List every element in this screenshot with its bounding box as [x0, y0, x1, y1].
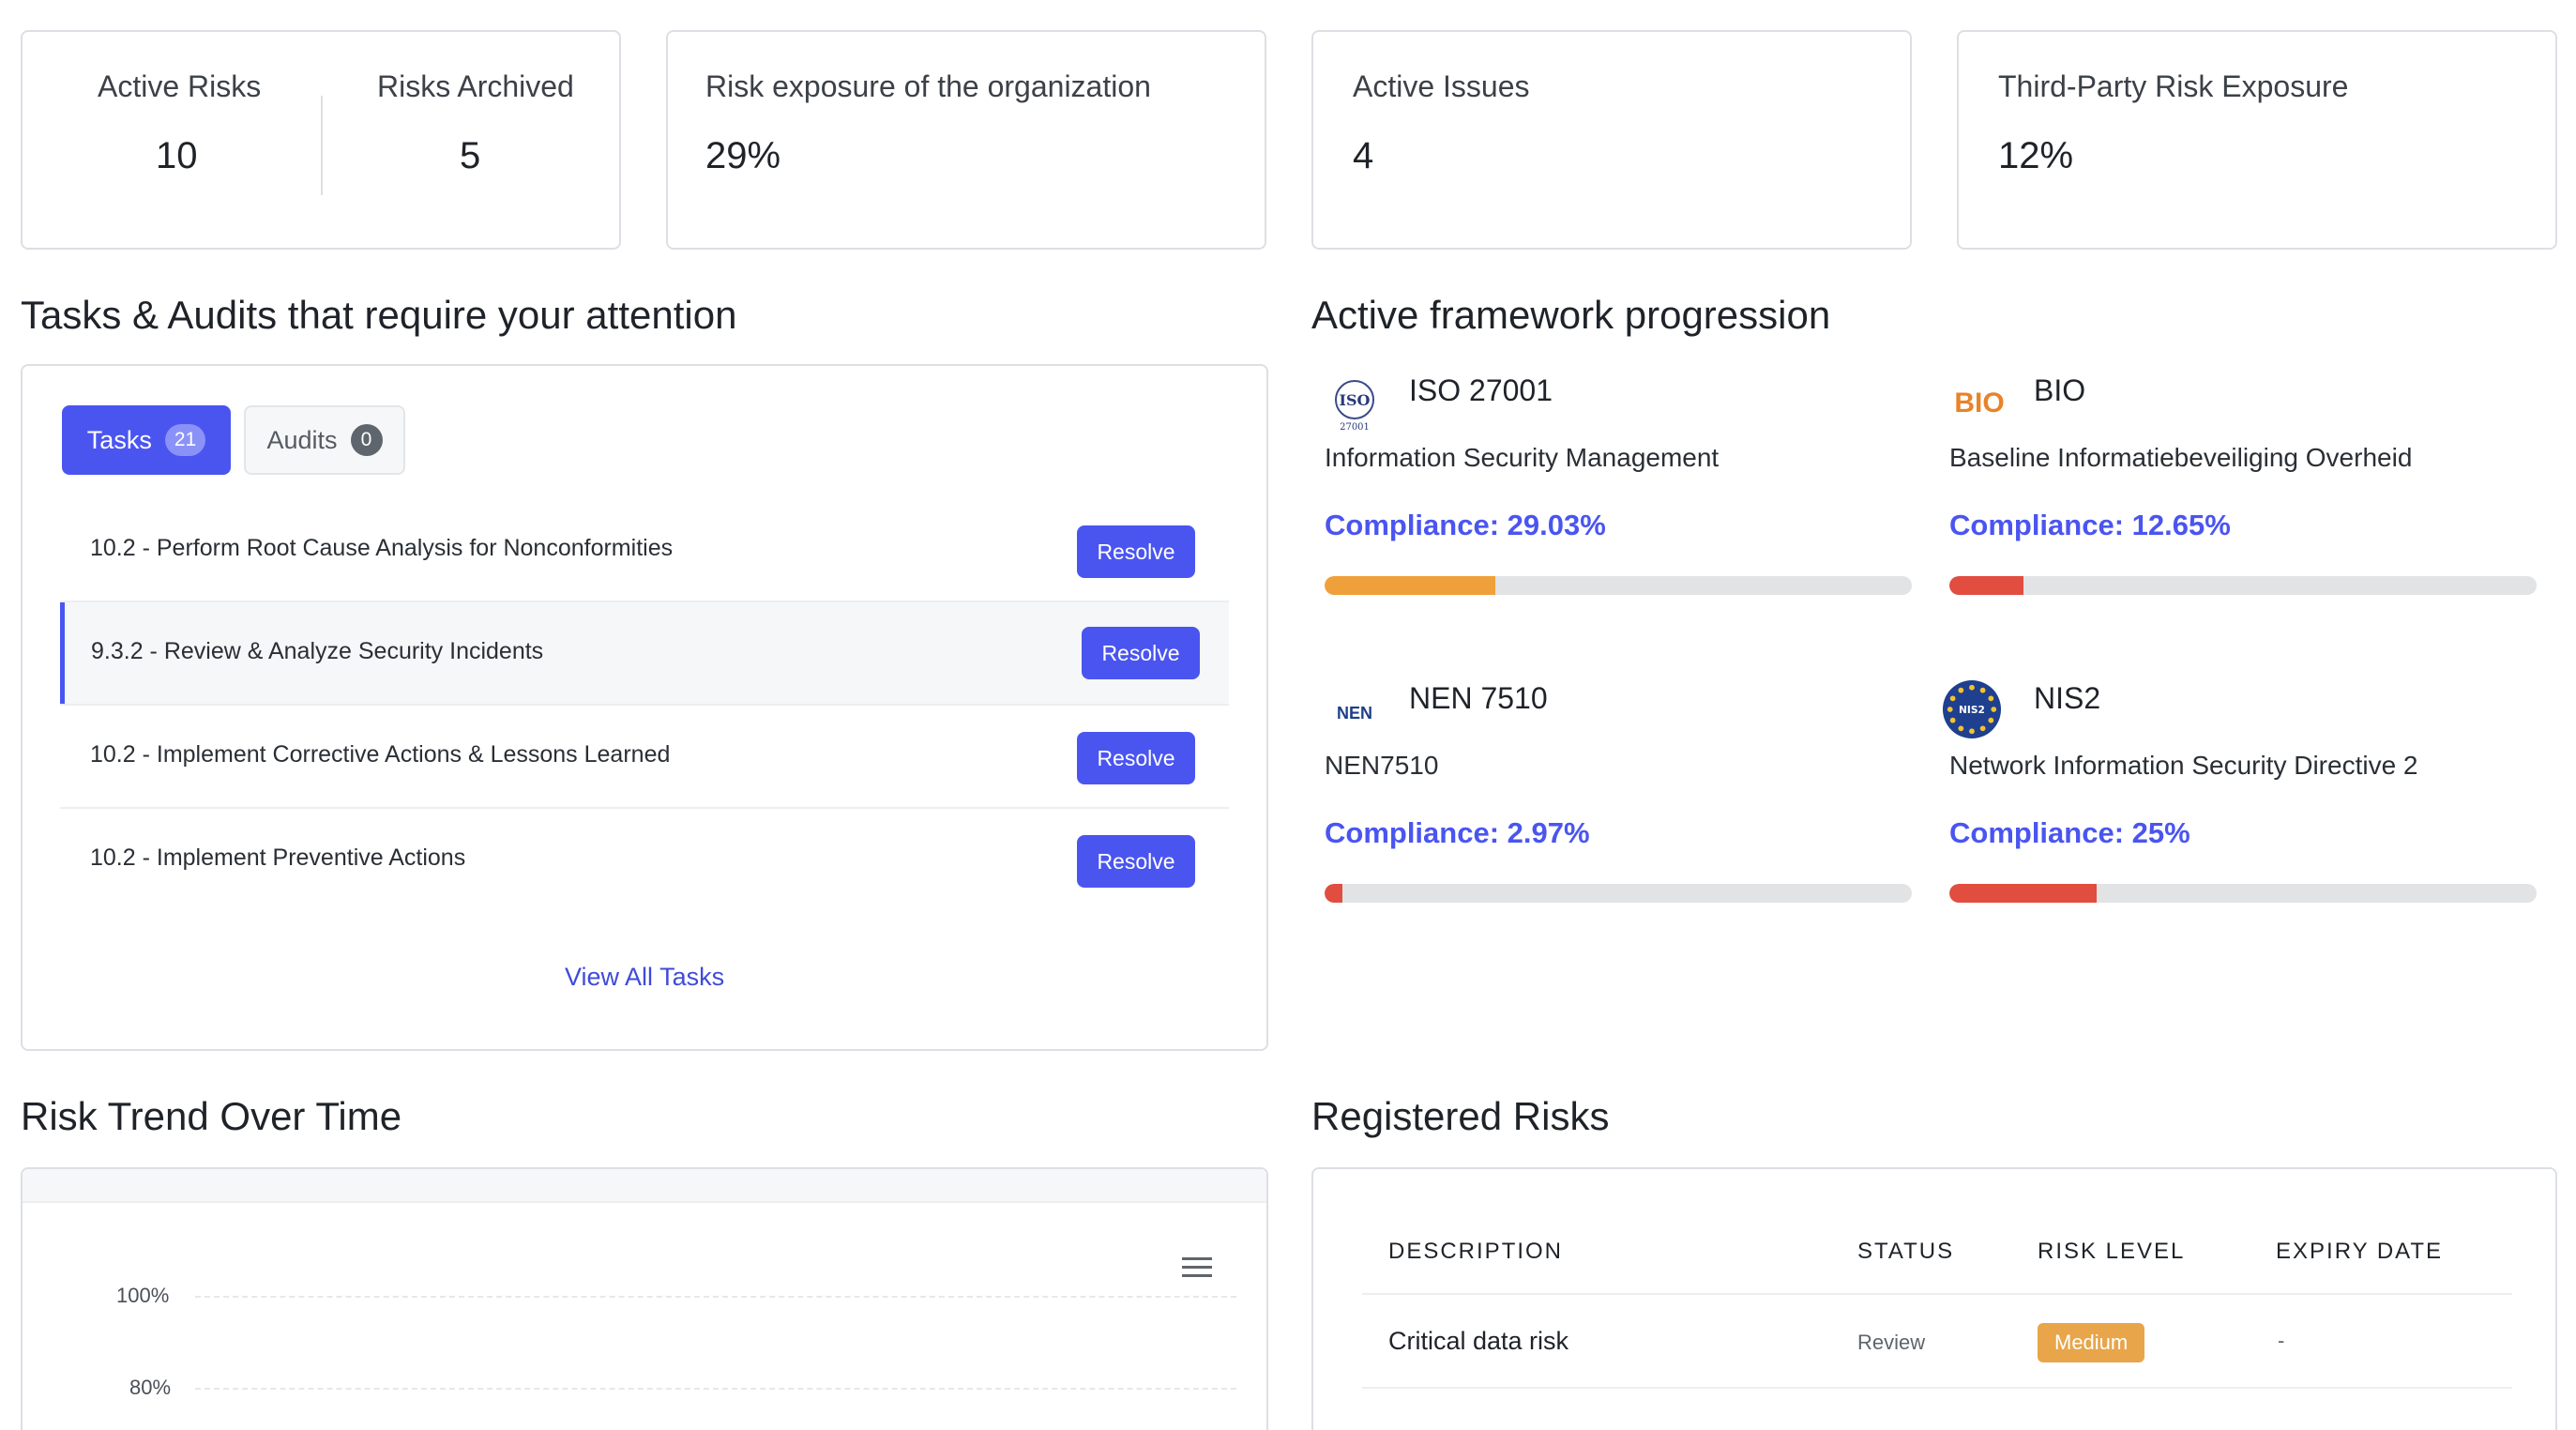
- bio-logo-text: BIO: [1954, 388, 2005, 418]
- risks-archived-label: Risks Archived: [377, 69, 574, 103]
- third-party-label: Third-Party Risk Exposure: [1998, 69, 2349, 103]
- resolve-button[interactable]: Resolve: [1077, 835, 1195, 888]
- framework-compliance: Compliance: 12.65%: [1949, 509, 2231, 541]
- task-row[interactable]: 10.2 - Perform Root Cause Analysis for N…: [60, 499, 1229, 601]
- compliance-progress-bar: [1325, 576, 1912, 595]
- resolve-button[interactable]: Resolve: [1077, 525, 1195, 578]
- nen-logo-text: NEN: [1336, 703, 1372, 723]
- nis2-logo-text: NIS2: [1959, 704, 1985, 716]
- risk-status: Review: [1857, 1331, 1926, 1354]
- registered-risks-card: DESCRIPTION STATUS RISK LEVEL EXPIRY DAT…: [1311, 1167, 2557, 1430]
- audits-count-badge: 0: [350, 424, 383, 456]
- y-axis-tick-label: 80%: [129, 1376, 172, 1399]
- resolve-button[interactable]: Resolve: [1077, 732, 1195, 784]
- tasks-card: Tasks 21 Audits 0: [21, 364, 1268, 1051]
- tab-tasks-label: Tasks: [86, 425, 152, 454]
- compliance-progress-fill: [1949, 576, 2024, 595]
- tasks-section-title: Tasks & Audits that require your attenti…: [21, 293, 737, 337]
- column-header-expiry-date[interactable]: EXPIRY DATE: [2276, 1239, 2444, 1264]
- svg-text:27001: 27001: [1340, 422, 1370, 433]
- compliance-progress-fill: [1325, 884, 1342, 903]
- risks-summary-card: Active Risks 10 Risks Archived 5: [21, 30, 621, 250]
- third-party-card: Third-Party Risk Exposure 12%: [1957, 30, 2557, 250]
- y-axis-tick-label: 100%: [116, 1284, 170, 1307]
- table-row[interactable]: Critical data risk Review Medium -: [1362, 1295, 2512, 1389]
- risk-description: Critical data risk: [1388, 1327, 1569, 1355]
- task-divider: [60, 704, 1229, 706]
- column-header-description[interactable]: DESCRIPTION: [1388, 1239, 1564, 1264]
- active-issues-card: Active Issues 4: [1311, 30, 1912, 250]
- task-row[interactable]: 9.3.2 - Review & Analyze Security Incide…: [60, 602, 1229, 704]
- tab-audits-label: Audits: [266, 425, 338, 454]
- table-header-divider: [1362, 1293, 2512, 1295]
- active-issues-label: Active Issues: [1353, 69, 1530, 103]
- task-row[interactable]: 10.2 - Implement Preventive Actions Reso…: [60, 809, 1229, 910]
- risk-trend-card: 100% 80%: [21, 1167, 1268, 1430]
- iso-logo-icon: ISO 27001: [1325, 373, 1385, 434]
- active-risks-value: 10: [156, 135, 198, 176]
- task-divider: [60, 601, 1229, 602]
- framework-name: NIS2: [2034, 681, 2101, 715]
- task-title: 10.2 - Implement Corrective Actions & Le…: [90, 741, 671, 768]
- task-title: 10.2 - Implement Preventive Actions: [90, 844, 466, 871]
- active-risks-label: Active Risks: [98, 69, 262, 103]
- tasks-count-badge: 21: [164, 424, 206, 456]
- stat-divider: [321, 96, 323, 195]
- risk-expiry-date: -: [2278, 1329, 2285, 1352]
- risk-level-badge: Medium: [2038, 1323, 2145, 1362]
- hamburger-menu-icon[interactable]: [1182, 1255, 1214, 1280]
- compliance-progress-fill: [1325, 576, 1495, 595]
- framework-compliance: Compliance: 2.97%: [1325, 816, 1590, 849]
- resolve-button[interactable]: Resolve: [1082, 627, 1200, 679]
- frameworks-section-title: Active framework progression: [1311, 293, 1831, 337]
- column-header-status[interactable]: STATUS: [1857, 1239, 1955, 1264]
- chart-gridline: [195, 1296, 1236, 1298]
- framework-name: BIO: [2034, 373, 2086, 407]
- compliance-progress-bar: [1949, 884, 2537, 903]
- chart-gridline: [195, 1388, 1236, 1390]
- third-party-value: 12%: [1998, 135, 2074, 176]
- task-row[interactable]: 10.2 - Implement Corrective Actions & Le…: [60, 706, 1229, 807]
- framework-name: ISO 27001: [1409, 373, 1553, 407]
- framework-compliance: Compliance: 25%: [1949, 816, 2190, 849]
- framework-description: Information Security Management: [1325, 443, 1720, 472]
- risk-exposure-card: Risk exposure of the organization 29%: [666, 30, 1266, 250]
- nis2-logo-icon: NIS2: [1942, 679, 2002, 739]
- tab-audits[interactable]: Audits 0: [244, 405, 405, 475]
- compliance-progress-bar: [1325, 884, 1912, 903]
- framework-description: Network Information Security Directive 2: [1949, 751, 2418, 780]
- active-issues-value: 4: [1353, 135, 1374, 176]
- nen-logo-icon: NEN: [1325, 683, 1385, 743]
- risk-trend-title: Risk Trend Over Time: [21, 1094, 402, 1138]
- task-divider: [60, 807, 1229, 809]
- risks-archived-value: 5: [460, 135, 481, 176]
- view-all-tasks-link[interactable]: View All Tasks: [565, 963, 725, 991]
- framework-description: NEN7510: [1325, 751, 1439, 780]
- risk-exposure-value: 29%: [705, 135, 781, 176]
- svg-text:ISO: ISO: [1340, 391, 1371, 409]
- risk-exposure-label: Risk exposure of the organization: [705, 69, 1151, 103]
- registered-risks-title: Registered Risks: [1311, 1094, 1610, 1138]
- chart-toolbar: [23, 1169, 1266, 1203]
- framework-name: NEN 7510: [1409, 681, 1548, 715]
- column-header-risk-level[interactable]: RISK LEVEL: [2038, 1239, 2186, 1264]
- task-title: 10.2 - Perform Root Cause Analysis for N…: [90, 535, 674, 561]
- framework-compliance: Compliance: 29.03%: [1325, 509, 1606, 541]
- tab-tasks[interactable]: Tasks 21: [62, 405, 231, 475]
- compliance-progress-bar: [1949, 576, 2537, 595]
- task-title: 9.3.2 - Review & Analyze Security Incide…: [91, 638, 544, 664]
- bio-logo-icon: BIO: [1949, 373, 2009, 434]
- compliance-progress-fill: [1949, 884, 2097, 903]
- framework-description: Baseline Informatiebeveiliging Overheid: [1949, 443, 2413, 472]
